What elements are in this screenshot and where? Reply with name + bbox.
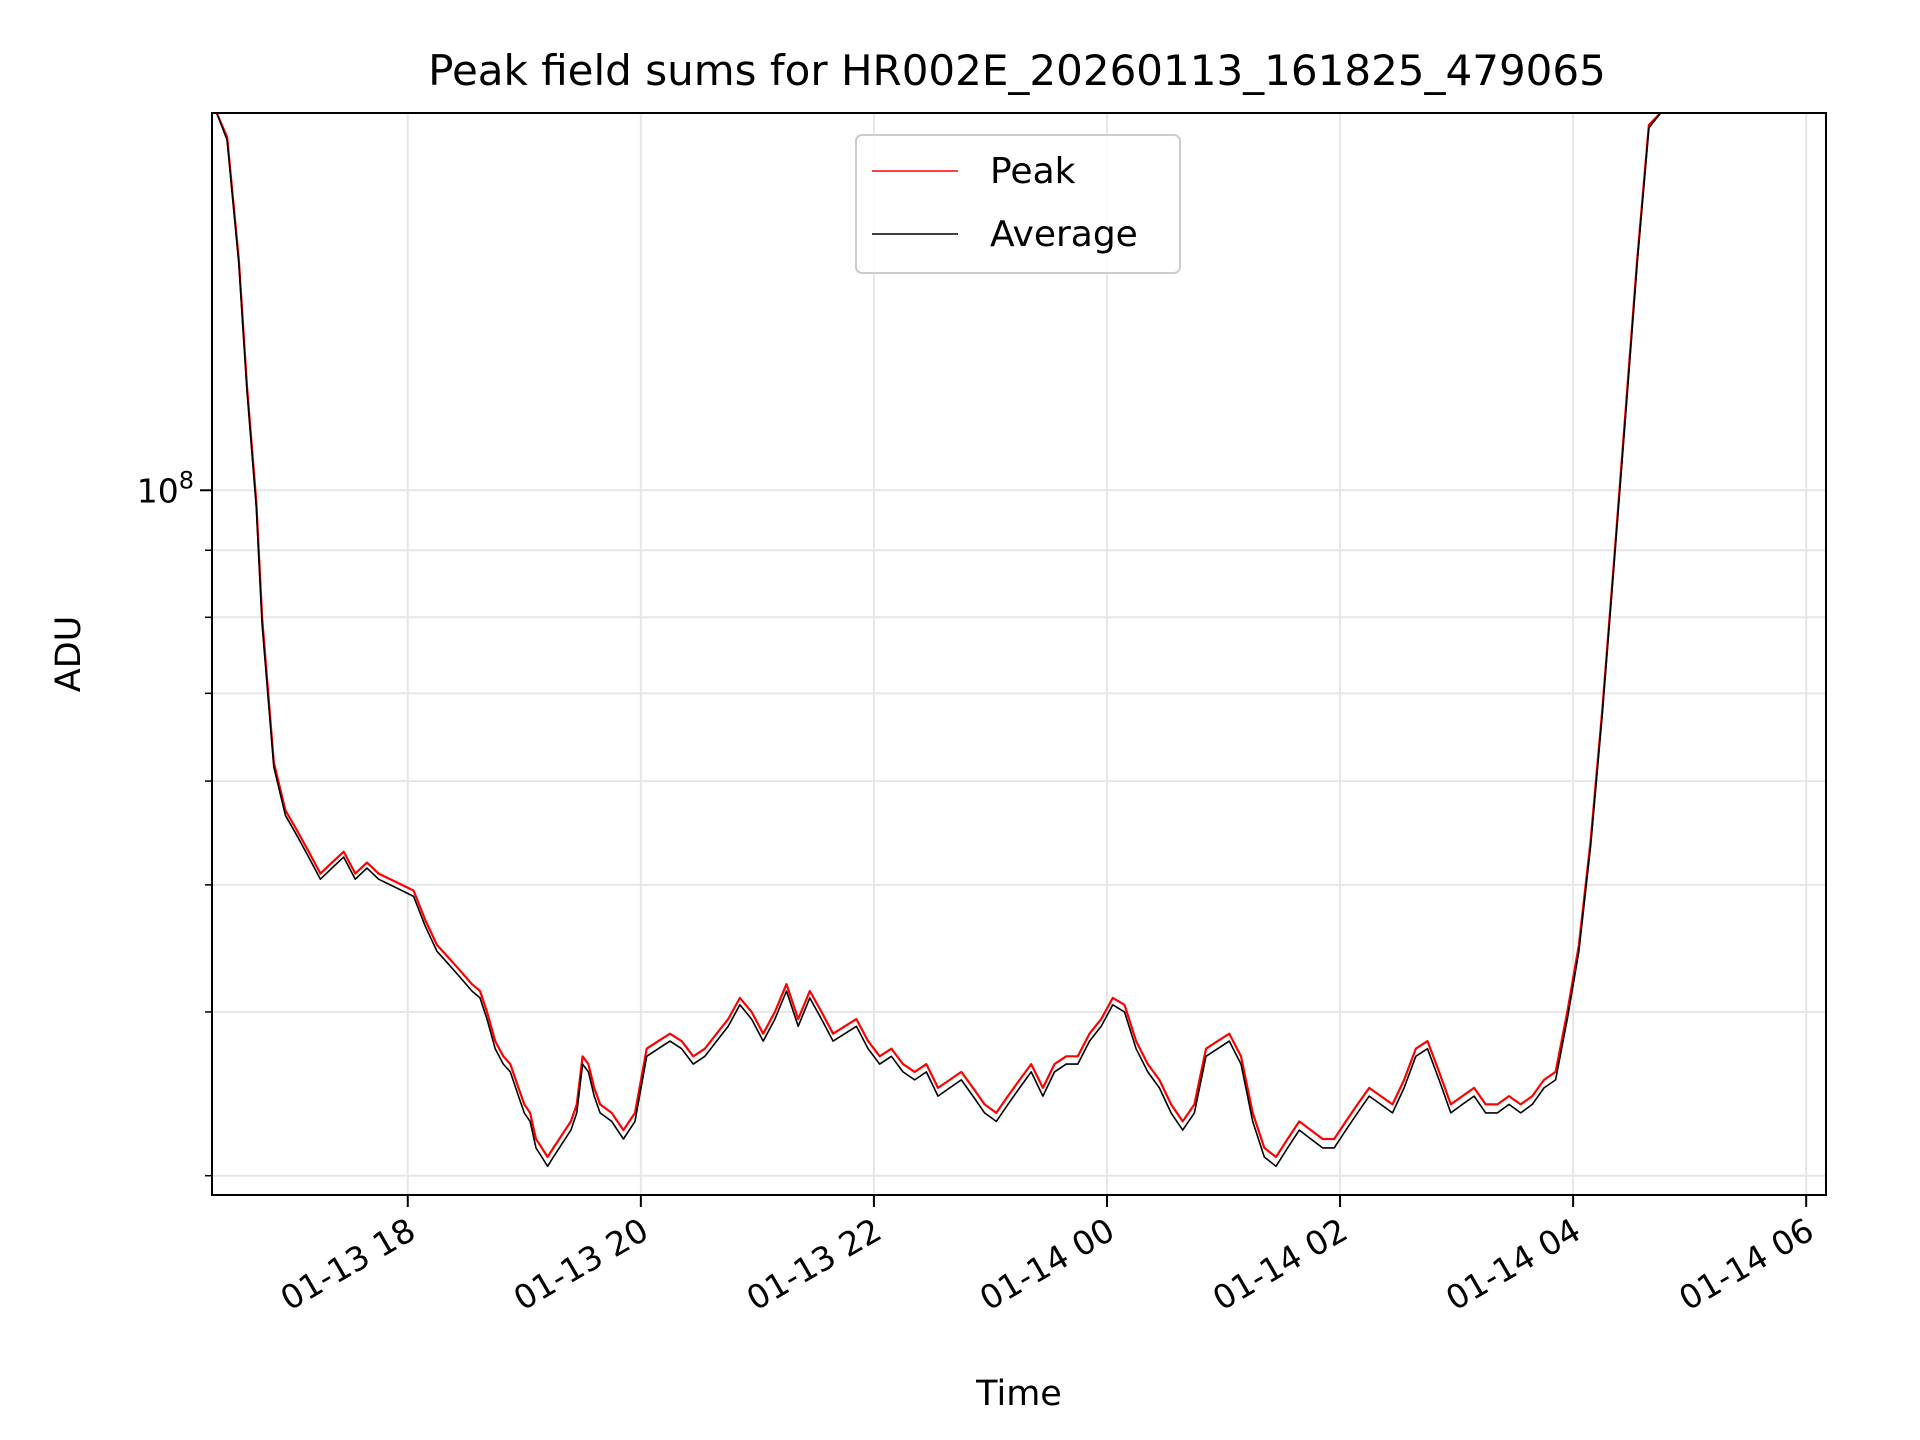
legend-box [855, 134, 1181, 274]
grid-layer [212, 113, 1826, 1195]
plot-frame [211, 112, 1827, 1196]
x-axis-label: Time [975, 1374, 1062, 1414]
series-line-peak [215, 112, 1662, 1159]
chart-title: Peak field sums for HR002E_20260113_1618… [428, 46, 1606, 95]
y-tick-label: 108 [137, 466, 194, 510]
legend-label-average: Average [990, 214, 1138, 255]
series-layer [215, 112, 1662, 1168]
y-axis-label: ADU [49, 616, 89, 693]
legend-label-peak: Peak [990, 151, 1076, 192]
y-axis-ticks: 108 [137, 466, 212, 1177]
series-line-average [215, 112, 1662, 1168]
legend: Peak Average [855, 134, 1181, 274]
